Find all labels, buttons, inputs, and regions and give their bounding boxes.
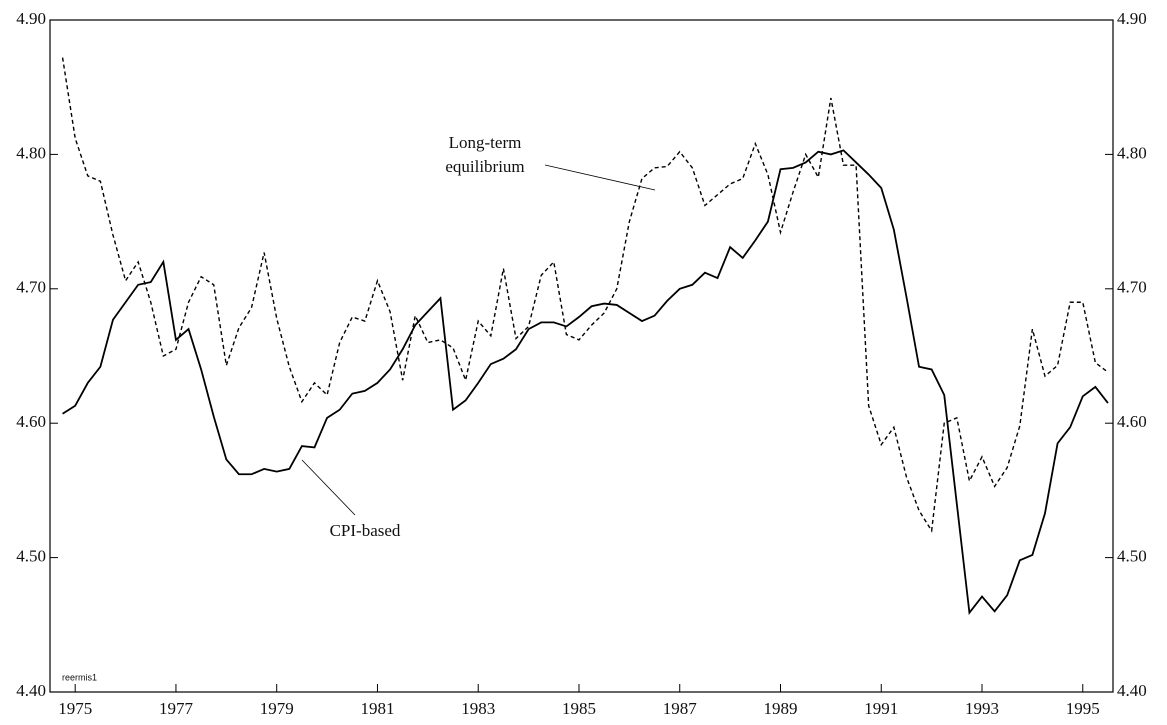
y2-tick-label: 4.70 [1117,278,1147,297]
annotation: equilibrium [445,157,524,176]
x-tick-label: 1991 [864,699,898,718]
annotation: reermis1 [62,672,97,682]
annotation: Long-term [449,133,522,152]
y2-tick-label: 4.40 [1117,681,1147,700]
x-tick-label: 1985 [562,699,596,718]
x-tick-label: 1993 [965,699,999,718]
x-tick-label: 1995 [1066,699,1100,718]
x-tick-label: 1977 [159,699,194,718]
series-line [62,149,1109,615]
annotation: CPI-based [330,521,401,540]
y-tick-label: 4.70 [16,278,46,297]
y2-tick-label: 4.50 [1117,547,1147,566]
y2-tick-label: 4.80 [1117,143,1147,162]
y2-tick-label: 4.60 [1117,412,1147,431]
x-tick-label: 1981 [360,699,394,718]
y-tick-label: 4.80 [16,143,46,162]
plot-frame [49,19,1114,693]
x-tick-label: 1987 [663,699,698,718]
y2-tick-label: 4.90 [1117,9,1147,28]
y-tick-label: 4.50 [16,547,46,566]
x-tick-label: 1989 [763,699,797,718]
x-tick-label: 1975 [58,699,92,718]
leader-line [301,459,356,516]
y-tick-label: 4.60 [16,412,46,431]
leader-line [544,164,656,191]
y-tick-label: 4.40 [16,681,46,700]
x-tick-label: 1983 [461,699,495,718]
x-tick-label: 1979 [260,699,294,718]
y-tick-label: 4.90 [16,9,46,28]
